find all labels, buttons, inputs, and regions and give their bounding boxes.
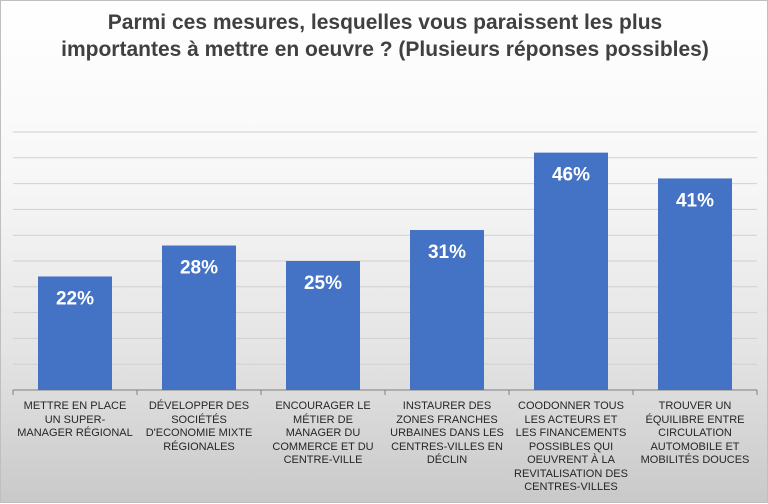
bar [38,276,112,390]
data-label: 25% [304,273,342,294]
data-label: 46% [552,165,590,186]
chart-title: Parmi ces mesures, lesquelles vous parai… [61,11,709,61]
category-label: METTRE EN PLACE UN SUPER-MANAGER RÉGIONA… [17,400,133,439]
data-label: 22% [56,288,94,309]
bar [658,178,732,390]
bar [286,261,360,390]
category-label: INSTAURER DES ZONES FRANCHES URBAINES DA… [390,400,504,466]
bar [534,152,608,390]
category-label: TROUVER UN ÉQUILIBRE ENTRE CIRCULATION A… [640,400,750,466]
bar [410,230,484,390]
category-label: DÉVELOPPER DES SOCIÉTÉS D'ECONOMIE MIXTE… [145,400,253,453]
category-label: COODONNER TOUS LES ACTEURS ET LES FINANC… [514,400,628,493]
data-label: 31% [428,242,466,263]
data-label: 41% [676,190,714,211]
bar [162,245,236,390]
category-label: ENCOURAGER LE MÉTIER DE MANAGER DU COMME… [272,400,374,466]
data-label: 28% [180,258,218,279]
